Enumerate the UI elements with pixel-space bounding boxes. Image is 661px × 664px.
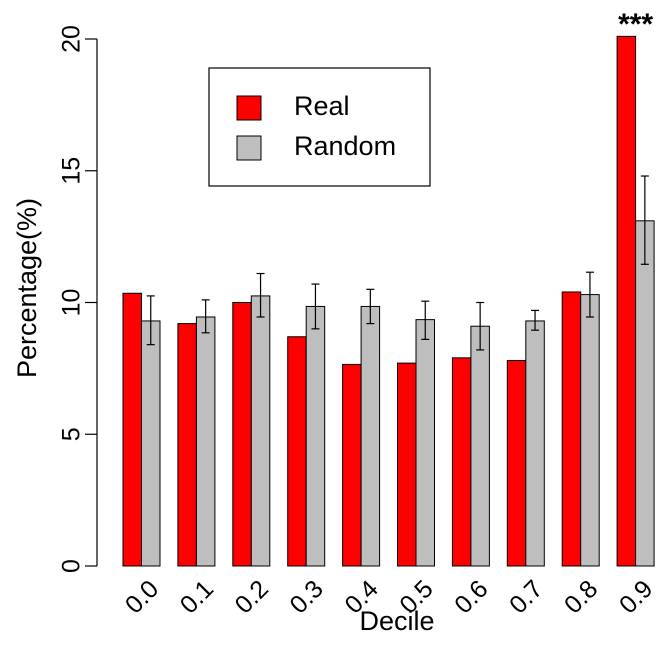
x-tick-label-0.8: 0.8 xyxy=(559,575,603,619)
x-tick-label-0.0: 0.0 xyxy=(120,575,164,619)
bar-real-0.2 xyxy=(232,302,252,567)
y-tick-label-5: 5 xyxy=(58,427,86,441)
x-tick-label-0.9: 0.9 xyxy=(614,575,658,619)
y-tick-label-20: 20 xyxy=(58,25,86,53)
x-tick-label-0.2: 0.2 xyxy=(230,575,274,619)
x-tick-label-0.6: 0.6 xyxy=(449,575,493,619)
bar-random-0.6 xyxy=(470,325,490,567)
legend-box xyxy=(208,67,431,187)
bar-real-0.3 xyxy=(287,336,307,567)
bar-random-0.4 xyxy=(360,305,381,567)
bar-real-0.8 xyxy=(561,291,582,567)
bar-random-0.0 xyxy=(141,320,161,567)
bar-real-0.1 xyxy=(177,323,197,567)
bar-real-0.5 xyxy=(397,362,417,567)
bar-random-0.1 xyxy=(195,316,216,567)
bar-random-0.2 xyxy=(250,295,271,567)
error-bars-layer xyxy=(146,175,649,351)
bar-real-0.9 xyxy=(616,35,637,567)
bar-random-0.8 xyxy=(580,294,600,567)
x-tick-label-0.7: 0.7 xyxy=(504,575,548,619)
y-axis-title: Percentage(%) xyxy=(12,198,42,378)
bar-random-0.5 xyxy=(415,319,435,567)
legend: Real Random xyxy=(208,67,431,187)
significance-annotation: *** xyxy=(618,8,653,41)
legend-swatch-real xyxy=(236,95,262,121)
legend-label-random: Random xyxy=(294,131,396,161)
legend-label-real: Real xyxy=(294,91,350,121)
y-tick-label-15: 15 xyxy=(58,157,86,185)
y-tick-label-0: 0 xyxy=(58,559,86,573)
bar-real-0.0 xyxy=(122,292,142,567)
bar-random-0.3 xyxy=(305,305,326,567)
x-axis-title: Decile xyxy=(359,606,434,636)
x-tick-label-0.1: 0.1 xyxy=(175,575,219,619)
bar-random-0.9 xyxy=(635,220,655,567)
x-tick-label-0.3: 0.3 xyxy=(285,575,329,619)
legend-swatch-random xyxy=(236,135,262,161)
bars-layer xyxy=(122,35,655,567)
bar-real-0.7 xyxy=(506,359,527,567)
y-tick-label-10: 10 xyxy=(58,289,86,317)
bar-random-0.7 xyxy=(525,320,545,567)
bar-real-0.6 xyxy=(451,357,472,567)
annotations-layer: *** xyxy=(618,8,653,41)
bar-real-0.4 xyxy=(342,363,362,567)
